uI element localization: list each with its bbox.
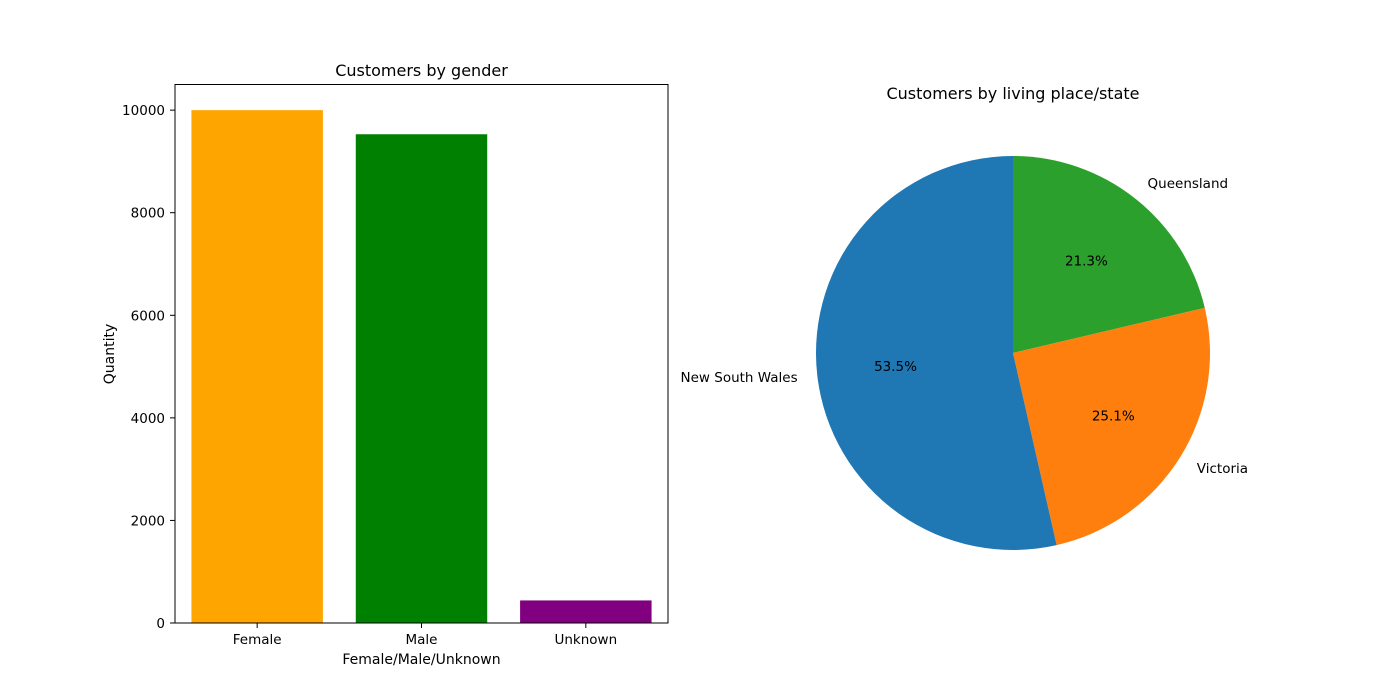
bar-unknown [520, 600, 652, 623]
bar-chart-title: Customers by gender [335, 61, 508, 80]
pie-label: New South Wales [681, 370, 798, 386]
y-tick-label: 2000 [131, 513, 165, 529]
pie-labels: Queensland 21.3% Victoria 25.1% New South Wa… [681, 176, 1249, 477]
x-tick-label: Unknown [554, 632, 617, 648]
bar-female [191, 110, 323, 623]
y-tick-label: 10000 [122, 103, 165, 119]
pie-chart: Customers by living place/state Queensla… [681, 84, 1249, 550]
x-tick-label: Male [406, 632, 438, 648]
x-axis-ticks: Female Male Unknown [233, 623, 617, 648]
x-tick-label: Female [233, 632, 282, 648]
pie-label: Victoria [1197, 461, 1248, 477]
y-tick-label: 6000 [131, 308, 165, 324]
pie-wedge-queensland [1013, 156, 1205, 353]
pie-wedge-victoria [1013, 307, 1210, 546]
pie-pct-label: 21.3% [1065, 253, 1108, 269]
x-axis-label: Female/Male/Unknown [342, 652, 500, 668]
pie-wedge-new-south-wales [816, 156, 1057, 550]
y-tick-label: 8000 [131, 206, 165, 222]
pie-pct-label: 53.5% [874, 359, 917, 375]
pie-wedges [816, 156, 1210, 550]
bar-chart: Customers by gender 0 2000 4000 6000 8000 100… [102, 61, 669, 668]
y-axis-label: Quantity [102, 324, 118, 385]
y-axis-ticks: 0 2000 4000 6000 8000 10000 [122, 103, 175, 632]
y-tick-label: 4000 [131, 411, 165, 427]
pie-label: Queensland [1148, 176, 1229, 192]
y-tick-label: 0 [156, 616, 165, 632]
bar-male [355, 134, 488, 624]
pie-chart-title: Customers by living place/state [886, 84, 1139, 103]
pie-pct-label: 25.1% [1092, 409, 1135, 425]
bar-series [191, 110, 652, 624]
